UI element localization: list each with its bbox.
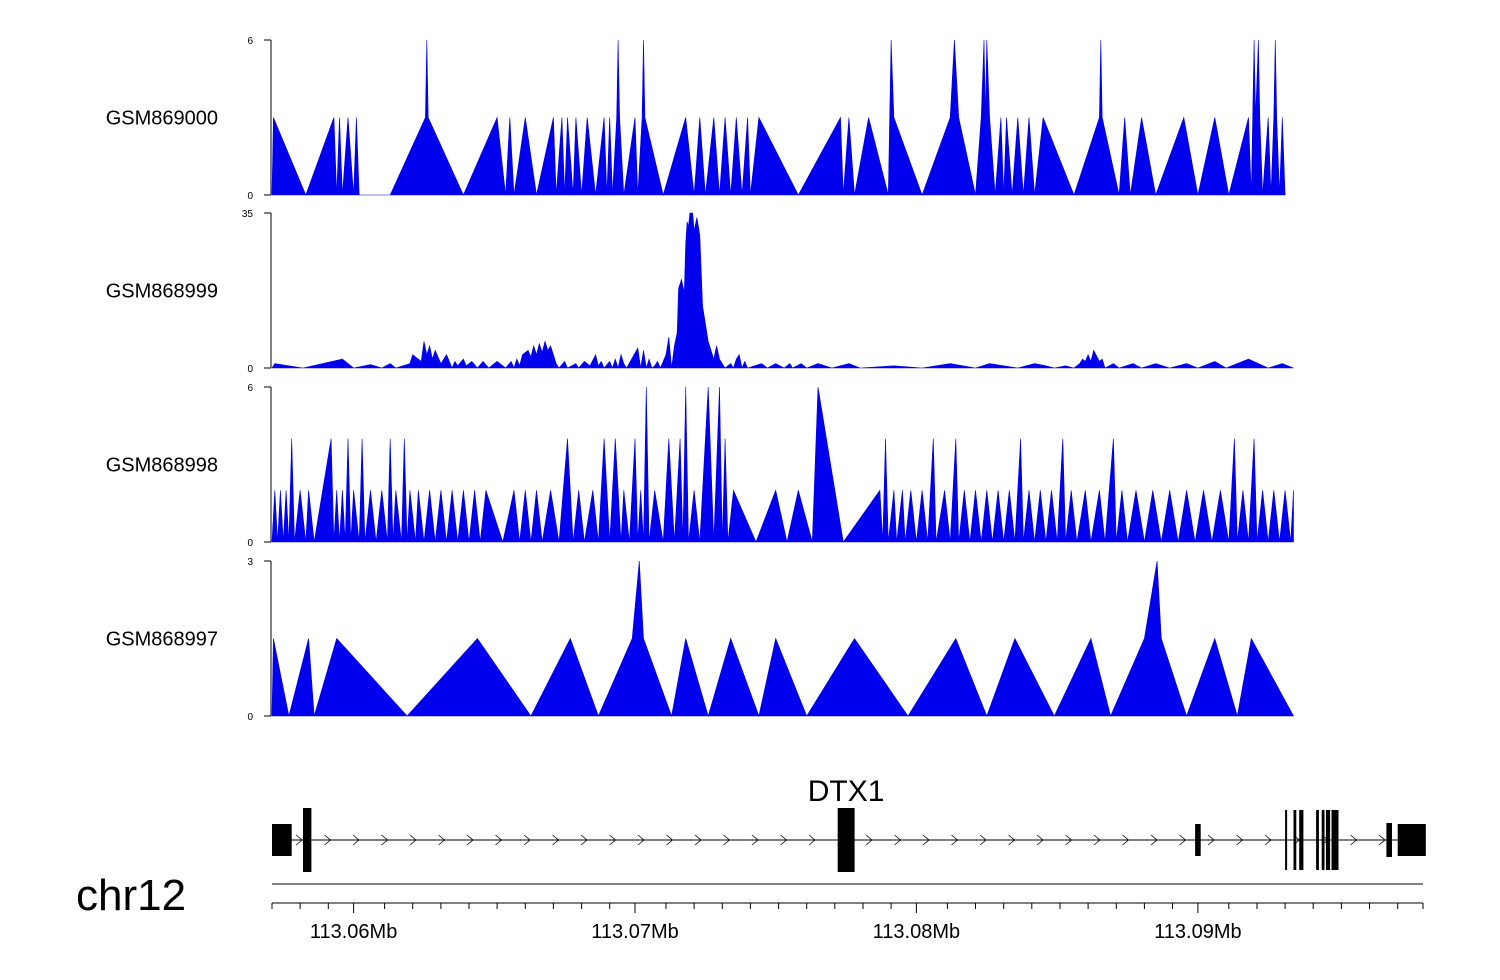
strand-arrow xyxy=(352,834,360,846)
gene-model-track: DTX1 xyxy=(272,775,1426,872)
exon xyxy=(1195,824,1201,856)
strand-arrow xyxy=(523,834,531,846)
exon xyxy=(303,808,312,872)
strand-arrow xyxy=(295,834,303,846)
strand-arrow xyxy=(1350,834,1358,846)
track-label: GSM868997 xyxy=(106,629,218,651)
exon xyxy=(1321,810,1325,870)
axis-ticks: 113.06Mb 113.07Mb 113.08Mb 113.09Mb xyxy=(271,903,1424,943)
strand-arrow xyxy=(1008,834,1016,846)
exon xyxy=(1293,810,1297,870)
exon xyxy=(1331,810,1339,870)
strand-arrow xyxy=(1065,834,1073,846)
strand-arrow xyxy=(1207,834,1215,846)
strand-arrow xyxy=(438,834,446,846)
strand-arrow xyxy=(381,834,389,846)
strand-arrow xyxy=(1150,834,1158,846)
y-tick-label-max: 35 xyxy=(242,209,254,220)
strand-arrow xyxy=(951,834,959,846)
track-gsm869000: GSM869000 6 0 xyxy=(106,36,1286,202)
coverage-area xyxy=(271,212,1294,370)
strand-arrow xyxy=(580,834,588,846)
exon xyxy=(272,824,292,856)
strand-arrow xyxy=(1378,834,1386,846)
strand-arrows xyxy=(295,834,1386,846)
strand-arrow xyxy=(1122,834,1130,846)
gene-name-label: DTX1 xyxy=(808,775,885,808)
strand-arrow xyxy=(922,834,930,846)
track-gsm868998: GSM868998 6 0 xyxy=(106,383,1294,549)
strand-arrow xyxy=(1264,834,1272,846)
exons xyxy=(272,808,1426,872)
strand-arrow xyxy=(637,834,645,846)
strand-arrow xyxy=(780,834,788,846)
strand-arrow xyxy=(1236,834,1244,846)
strand-arrow xyxy=(751,834,759,846)
strand-arrow xyxy=(324,834,332,846)
chromosome-label: chr12 xyxy=(76,871,186,920)
strand-arrow xyxy=(552,834,560,846)
x-tick-label: 113.06Mb xyxy=(310,921,397,943)
track-label: GSM868999 xyxy=(106,281,218,303)
coverage-area xyxy=(271,560,1295,718)
track-gsm868999: GSM868999 35 0 xyxy=(106,209,1294,375)
strand-arrow xyxy=(808,834,816,846)
x-tick-label: 113.08Mb xyxy=(873,921,960,943)
exon xyxy=(1299,810,1304,870)
exon xyxy=(1325,810,1331,870)
exon xyxy=(1386,823,1392,857)
coverage-tracks: GSM86900060GSM868999350GSM86899860GSM868… xyxy=(106,36,1295,723)
y-tick-label-max: 3 xyxy=(247,557,253,568)
track-label: GSM868998 xyxy=(106,455,218,477)
coverage-area xyxy=(271,39,1286,197)
x-tick-label: 113.07Mb xyxy=(591,921,678,943)
coverage-area xyxy=(271,386,1294,544)
strand-arrow xyxy=(723,834,731,846)
track-label: GSM869000 xyxy=(106,108,218,130)
exon xyxy=(1285,810,1288,870)
exon xyxy=(837,808,855,872)
y-tick-label-min: 0 xyxy=(247,191,253,202)
strand-arrow xyxy=(1036,834,1044,846)
strand-arrow xyxy=(495,834,503,846)
y-tick-label-max: 6 xyxy=(247,36,253,47)
y-tick-label-max: 6 xyxy=(247,383,253,394)
y-tick-label-min: 0 xyxy=(247,538,253,549)
strand-arrow xyxy=(466,834,474,846)
y-tick-label-min: 0 xyxy=(247,712,253,723)
genome-axis: 113.06Mb 113.07Mb 113.08Mb 113.09Mb xyxy=(271,883,1424,943)
strand-arrow xyxy=(1093,834,1101,846)
exon xyxy=(1316,810,1319,870)
x-tick-label: 113.09Mb xyxy=(1154,921,1241,943)
exon xyxy=(1397,824,1426,856)
strand-arrow xyxy=(409,834,417,846)
strand-arrow xyxy=(1179,834,1187,846)
track-gsm868997: GSM868997 3 0 xyxy=(106,557,1295,723)
strand-arrow xyxy=(666,834,674,846)
strand-arrow xyxy=(979,834,987,846)
strand-arrow xyxy=(694,834,702,846)
strand-arrow xyxy=(894,834,902,846)
strand-arrow xyxy=(609,834,617,846)
strand-arrow xyxy=(865,834,873,846)
y-tick-label-min: 0 xyxy=(247,364,253,375)
